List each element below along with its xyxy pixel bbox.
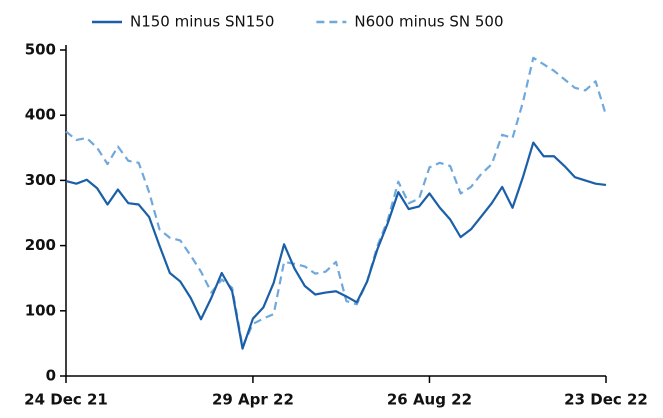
y-tick-label: 200 bbox=[25, 236, 56, 254]
y-tick-label: 0 bbox=[46, 367, 56, 385]
line-series bbox=[65, 56, 608, 348]
y-tick-label: 500 bbox=[25, 41, 56, 59]
legend-label: N150 minus SN150 bbox=[130, 13, 274, 31]
legend-label: N600 minus SN 500 bbox=[354, 13, 503, 31]
x-tick-label: 29 Apr 22 bbox=[212, 391, 294, 409]
y-tick-label: 400 bbox=[25, 106, 56, 124]
x-tick-label: 24 Dec 21 bbox=[24, 391, 108, 409]
y-tick-label: 100 bbox=[25, 301, 56, 319]
x-tick-label: 23 Dec 22 bbox=[564, 391, 648, 409]
line-series bbox=[65, 141, 607, 350]
y-tick-label: 300 bbox=[25, 171, 56, 189]
x-tick-label: 26 Aug 22 bbox=[387, 391, 472, 409]
